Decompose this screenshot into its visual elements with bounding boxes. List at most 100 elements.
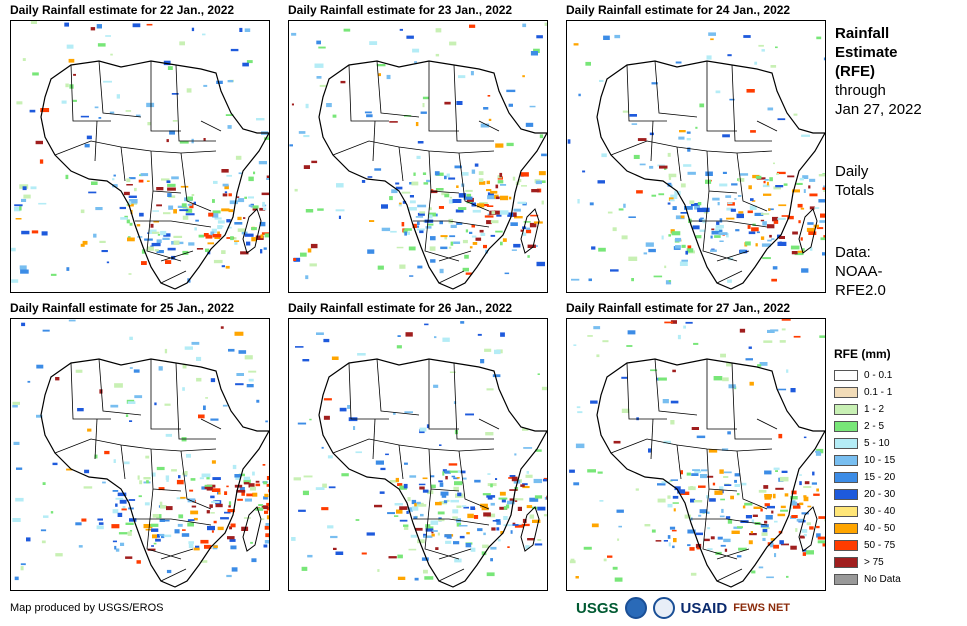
rainfall-cell <box>483 512 491 517</box>
rainfall-cell <box>735 229 740 232</box>
rainfall-cell <box>716 221 720 225</box>
rainfall-cell <box>779 476 789 482</box>
rainfall-cell <box>626 345 633 347</box>
rainfall-cell <box>176 241 184 245</box>
rainfall-cell <box>796 518 804 522</box>
rainfall-cell <box>154 249 159 252</box>
rainfall-cell <box>105 35 111 37</box>
rainfall-cell <box>680 215 685 219</box>
rainfall-cell <box>706 495 710 499</box>
rainfall-cell <box>529 222 537 228</box>
rainfall-cell <box>93 233 97 238</box>
rainfall-cell <box>644 524 651 527</box>
rainfall-cell <box>14 576 19 581</box>
rainfall-cell <box>719 515 725 518</box>
rainfall-cell <box>165 260 172 264</box>
rainfall-cell <box>462 239 468 244</box>
rainfall-cell <box>721 508 724 513</box>
rainfall-cell <box>692 469 701 471</box>
rainfall-cell <box>772 216 779 222</box>
rainfall-cell <box>430 520 439 525</box>
country-border <box>676 146 682 182</box>
rainfall-cell <box>180 185 189 188</box>
rainfall-cell <box>599 79 604 82</box>
legend-item: 0 - 0.1 <box>834 367 901 384</box>
rainfall-cell <box>668 197 674 201</box>
rainfall-cell <box>30 186 37 190</box>
rainfall-cell <box>450 241 454 246</box>
rainfall-cell <box>669 199 675 202</box>
rainfall-cell <box>770 538 775 541</box>
rainfall-cell <box>255 480 260 483</box>
rainfall-cell <box>452 516 458 519</box>
rainfall-cell <box>423 535 433 538</box>
rainfall-cell <box>790 245 800 250</box>
rainfall-cell <box>760 524 769 528</box>
country-border <box>160 250 194 262</box>
rainfall-cell <box>774 520 778 523</box>
rainfall-cell <box>768 208 774 211</box>
rainfall-cell <box>316 332 324 335</box>
rainfall-cell <box>411 499 417 505</box>
rainfall-cell <box>710 249 717 252</box>
rainfall-cell <box>218 492 221 495</box>
rainfall-cell <box>583 546 592 550</box>
rainfall-cell <box>146 180 150 182</box>
rainfall-cell <box>470 506 475 510</box>
rainfall-cell <box>452 509 459 514</box>
rainfall-cell <box>423 569 428 574</box>
legend-swatch <box>834 523 858 534</box>
rainfall-cell <box>414 225 420 228</box>
rainfall-cell <box>411 181 419 186</box>
rainfall-cell <box>210 378 216 383</box>
rainfall-cell <box>266 515 269 520</box>
legend-label: No Data <box>864 574 901 585</box>
africa-map-svg <box>289 22 547 290</box>
rainfall-cell <box>591 523 599 528</box>
rainfall-cell <box>603 558 607 562</box>
rainfall-cell <box>163 60 171 66</box>
rainfall-cell <box>525 474 533 478</box>
rainfall-cell <box>118 532 128 535</box>
rainfall-cell <box>203 405 206 410</box>
rainfall-cell <box>527 244 536 248</box>
rainfall-cell <box>710 536 715 540</box>
logos-bar: USGS USAID FEWS NET <box>576 594 790 622</box>
rainfall-cell <box>803 495 807 498</box>
rainfall-cell <box>128 195 137 198</box>
rainfall-cell <box>143 524 153 529</box>
rainfall-cell <box>40 108 50 113</box>
rainfall-cell <box>720 498 725 501</box>
rainfall-cell <box>417 265 423 269</box>
rainfall-cell <box>248 204 253 207</box>
legend-item: No Data <box>834 571 901 588</box>
rainfall-cell <box>727 202 733 205</box>
rainfall-cell <box>661 481 670 484</box>
rainfall-cell <box>806 227 815 232</box>
rainfall-cell <box>651 529 656 533</box>
africa-map-svg <box>291 321 547 588</box>
rainfall-cell <box>186 453 191 458</box>
rainfall-cell <box>791 251 798 255</box>
rainfall-cell <box>377 265 384 270</box>
rainfall-cell <box>146 102 155 108</box>
rainfall-cell <box>339 407 347 412</box>
rainfall-cell <box>672 369 676 373</box>
rainfall-cell <box>671 231 681 236</box>
rainfall-cell <box>463 506 469 509</box>
rainfall-cell <box>472 242 478 245</box>
rainfall-cell <box>439 501 447 505</box>
rainfall-cell <box>734 484 740 487</box>
rainfall-cell <box>266 502 269 506</box>
rainfall-cell <box>228 209 234 213</box>
rainfall-cell <box>252 471 255 476</box>
rainfall-cell <box>297 422 307 425</box>
rainfall-cell <box>408 207 417 211</box>
panel-title: Daily Rainfall estimate for 23 Jan., 202… <box>288 3 513 17</box>
rainfall-cell <box>256 118 265 121</box>
rainfall-cell <box>722 134 730 138</box>
rainfall-cell <box>800 207 805 210</box>
rainfall-cell <box>399 264 406 269</box>
rainfall-cell <box>462 172 469 176</box>
rainfall-cell <box>227 80 234 83</box>
